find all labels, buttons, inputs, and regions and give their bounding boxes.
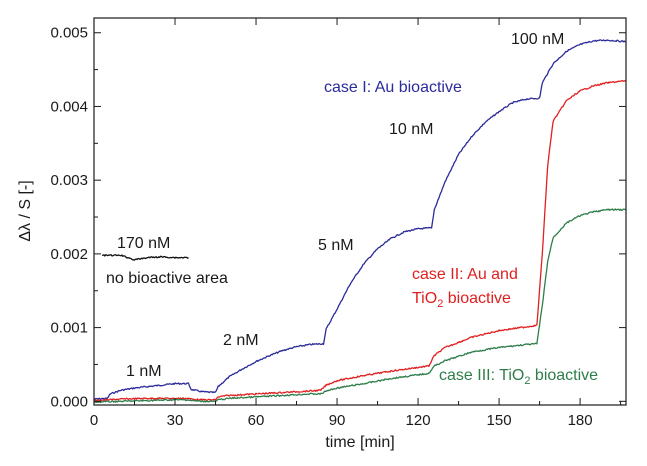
conc-170nm-label: 170 nM	[117, 235, 170, 252]
x-tick-label: 180	[568, 412, 593, 429]
plot-frame	[93, 17, 627, 406]
x-tick-label: 120	[406, 412, 431, 429]
y-tick-label: 0.001	[50, 320, 88, 337]
y-tick-label: 0.002	[50, 246, 88, 263]
no-bioactive-label: no bioactive area	[106, 270, 228, 287]
y-tick-label: 0.005	[50, 25, 88, 42]
x-tick-label: 60	[248, 412, 265, 429]
case1-label: case I: Au bioactive	[324, 79, 462, 96]
y-tick-label: 0.000	[50, 393, 88, 410]
y-axis-label: Δλ / S [-]	[17, 180, 34, 241]
x-tick-label: 150	[487, 412, 512, 429]
x-tick-label: 90	[329, 412, 346, 429]
data-curves	[93, 39, 627, 404]
conc-2nm-label: 2 nM	[223, 332, 259, 349]
y-tick-label: 0.004	[50, 98, 88, 115]
y-tick-label: 0.003	[50, 172, 88, 189]
series-line-case-III	[93, 208, 627, 404]
conc-5nm-label: 5 nM	[318, 237, 354, 254]
x-tick-label: 0	[90, 412, 98, 429]
conc-100nm-label: 100 nM	[511, 31, 564, 48]
case3-label: case III: TiO2 bioactive	[439, 367, 598, 387]
conc-10nm-label: 10 nM	[389, 121, 433, 138]
x-tick-label: 30	[167, 412, 184, 429]
series-line-case-I	[94, 39, 627, 400]
conc-1nm-label: 1 nM	[126, 363, 162, 380]
series-line-case-II	[93, 79, 626, 402]
x-axis-label: time [min]	[325, 434, 394, 451]
case2-label-line1: case II: Au and	[412, 266, 518, 283]
series-line-no-bioactive	[101, 254, 189, 261]
case2-label-line2: TiO2 bioactive	[412, 290, 511, 310]
axes: 0 30 60 90 120 150 180 0.000 0.001 0.002 0.003 0.00…	[50, 18, 626, 429]
